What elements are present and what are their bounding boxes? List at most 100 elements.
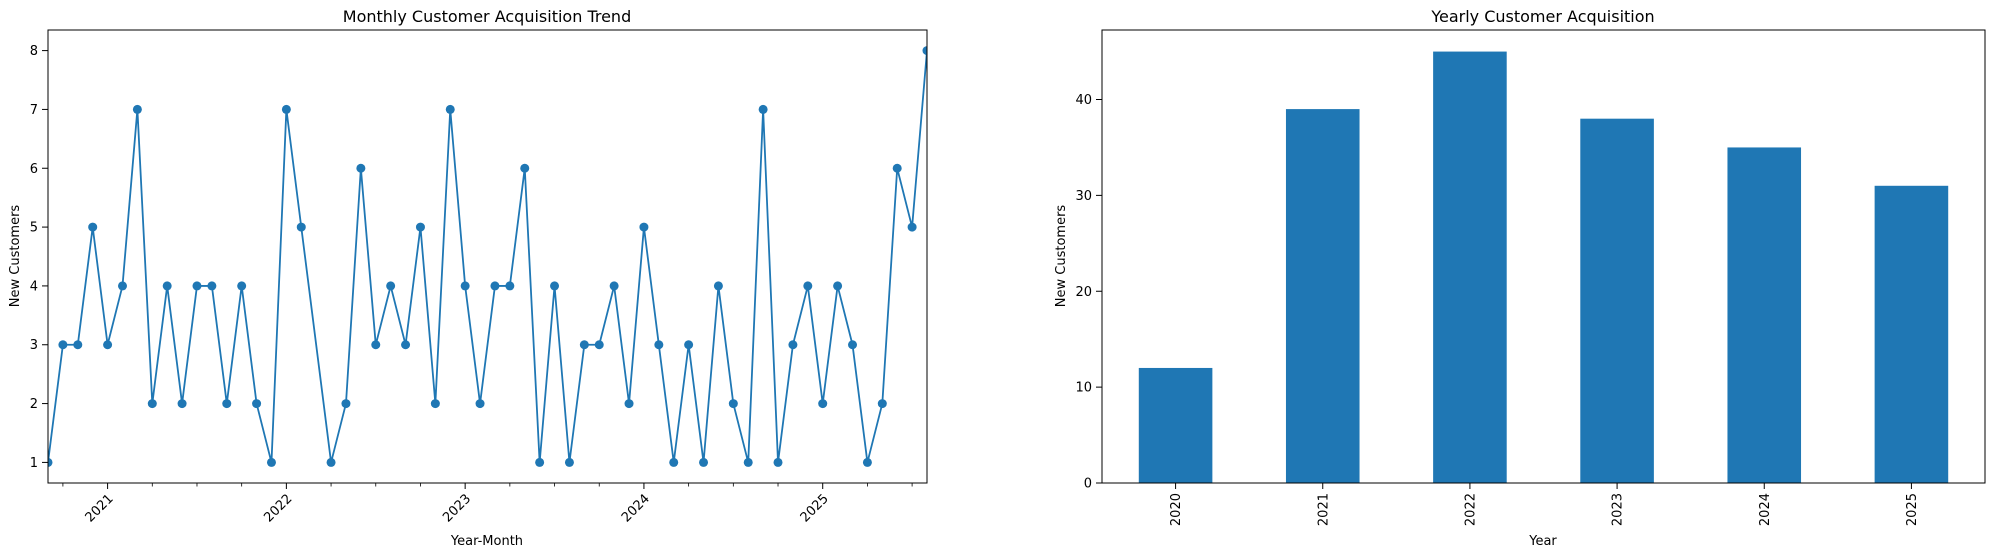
data-point — [877, 399, 887, 409]
y-tick-label: 20 — [1075, 285, 1092, 300]
data-point — [445, 104, 455, 114]
data-point — [773, 457, 783, 467]
y-tick-label: 3 — [30, 338, 38, 353]
line-chart-ylabel: New Customers — [8, 205, 23, 308]
bar — [1580, 118, 1654, 483]
bar-chart-title: Yearly Customer Acquisition — [1430, 7, 1654, 26]
data-point — [669, 457, 679, 467]
y-tick-label: 4 — [30, 279, 38, 294]
data-point — [892, 163, 902, 173]
bar — [1433, 51, 1507, 483]
x-tick-label: 2020 — [1169, 493, 1184, 526]
data-point — [177, 399, 187, 409]
y-tick-label: 8 — [30, 44, 38, 59]
data-point — [624, 399, 634, 409]
monthly-line-chart: Monthly Customer Acquisition Trend 2021 2… — [8, 7, 928, 549]
data-point — [743, 457, 753, 467]
yearly-bar-chart: Yearly Customer Acquisition 2020 2021 2022… — [1054, 7, 1986, 549]
data-point — [386, 281, 396, 291]
data-point — [162, 281, 172, 291]
data-point — [579, 340, 589, 350]
data-point — [535, 457, 545, 467]
data-point — [48, 457, 53, 467]
y-tick-label: 1 — [30, 456, 38, 471]
y-tick-label: 40 — [1075, 93, 1092, 108]
data-point — [862, 457, 872, 467]
y-tick-label: 2 — [30, 397, 38, 412]
data-point — [475, 399, 485, 409]
data-point — [594, 340, 604, 350]
data-point — [88, 222, 98, 232]
data-point — [132, 104, 142, 114]
data-point — [147, 399, 157, 409]
data-point — [326, 457, 336, 467]
data-point — [356, 163, 366, 173]
x-tick-label: 2021 — [1316, 493, 1331, 526]
data-point — [564, 457, 574, 467]
data-point — [907, 222, 917, 232]
data-point — [222, 399, 232, 409]
data-point — [922, 46, 927, 56]
x-tick-label: 2023 — [1611, 493, 1626, 526]
data-point — [252, 399, 262, 409]
data-point — [520, 163, 530, 173]
x-tick-label: 2024 — [619, 491, 653, 525]
line-chart-xlabel: Year-Month — [450, 534, 523, 549]
data-point — [803, 281, 813, 291]
data-point — [713, 281, 723, 291]
y-tick-label: 5 — [30, 221, 38, 236]
data-point — [833, 281, 843, 291]
y-tick-label: 6 — [30, 162, 38, 177]
data-point — [728, 399, 738, 409]
y-tick-label: 0 — [1084, 477, 1092, 492]
x-tick-label: 2022 — [1463, 493, 1478, 526]
bar-chart-xlabel: Year — [1528, 534, 1557, 549]
x-tick-label: 2024 — [1758, 493, 1773, 526]
data-point — [207, 281, 217, 291]
data-point — [296, 222, 306, 232]
data-point — [550, 281, 560, 291]
data-point — [430, 399, 440, 409]
data-point — [699, 457, 709, 467]
data-point — [654, 340, 664, 350]
x-tick-label: 2022 — [261, 491, 295, 525]
data-point — [490, 281, 500, 291]
data-point — [237, 281, 247, 291]
data-point — [266, 457, 276, 467]
data-point — [788, 340, 798, 350]
data-point — [117, 281, 127, 291]
data-point — [639, 222, 649, 232]
data-point — [281, 104, 291, 114]
line-chart-title: Monthly Customer Acquisition Trend — [343, 7, 631, 26]
data-point — [609, 281, 619, 291]
data-point — [103, 340, 113, 350]
bar — [1874, 185, 1949, 484]
data-point — [460, 281, 470, 291]
bar — [1285, 109, 1360, 483]
y-tick-label: 30 — [1075, 189, 1092, 204]
data-point — [192, 281, 202, 291]
line-plot-frame — [47, 29, 928, 484]
data-point — [684, 340, 694, 350]
data-point — [401, 340, 411, 350]
data-point — [73, 340, 83, 350]
data-point — [341, 399, 351, 409]
data-point — [58, 340, 68, 350]
data-point — [505, 281, 515, 291]
data-point — [415, 222, 425, 232]
x-tick-label: 2025 — [1905, 493, 1920, 526]
bar-chart-ylabel: New Customers — [1054, 205, 1069, 308]
x-tick-label: 2025 — [798, 491, 832, 525]
bar — [1727, 147, 1802, 483]
x-tick-label: 2023 — [440, 491, 474, 525]
y-tick-label: 10 — [1075, 381, 1092, 396]
data-point — [371, 340, 381, 350]
y-tick-label: 7 — [30, 103, 38, 118]
x-tick-label: 2021 — [83, 491, 117, 525]
data-point — [818, 399, 828, 409]
data-point — [758, 104, 768, 114]
bar — [1138, 367, 1213, 483]
data-point — [848, 340, 858, 350]
bar-plot-frame — [1101, 29, 1986, 484]
